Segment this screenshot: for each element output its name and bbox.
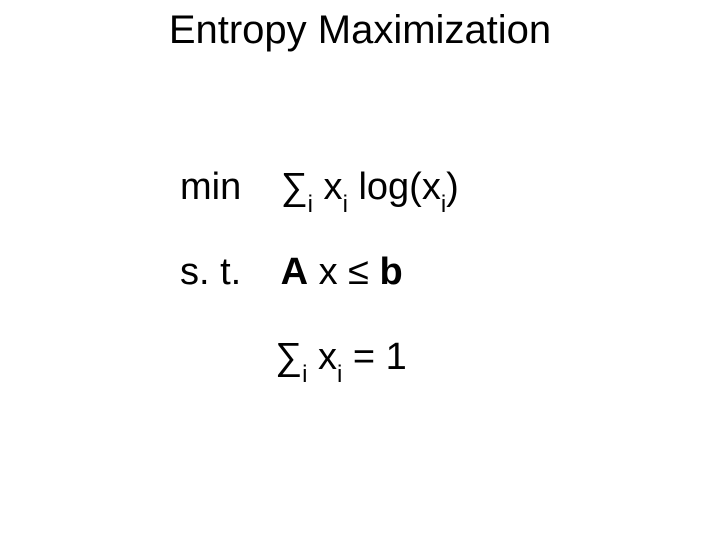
- min-label: min: [180, 165, 270, 211]
- sigma-symbol-2: ∑: [275, 336, 302, 378]
- sigma-subscript: i: [308, 191, 313, 218]
- close-paren: ): [446, 166, 459, 208]
- equals-one: = 1: [342, 336, 406, 378]
- constraint-line-1: s. t. A x ≤ b: [180, 250, 403, 296]
- log-open: log(x: [348, 166, 441, 208]
- x-subscript-2: i: [337, 361, 342, 388]
- slide-title: Entropy Maximization: [0, 8, 720, 53]
- objective-line: min ∑i xi log(xi): [180, 165, 459, 215]
- constraint-line-2: ∑i xi = 1: [275, 335, 407, 385]
- vector-x: x: [308, 251, 348, 293]
- sigma-symbol: ∑: [281, 166, 308, 208]
- st-label: s. t.: [180, 250, 270, 296]
- matrix-a: A: [281, 251, 308, 293]
- x-var: x: [313, 166, 343, 208]
- log-x-subscript: i: [441, 191, 446, 218]
- x-subscript: i: [343, 191, 348, 218]
- sigma-subscript-2: i: [302, 361, 307, 388]
- leq-symbol: ≤: [348, 251, 369, 293]
- x-var-2: x: [307, 336, 337, 378]
- vector-b: b: [369, 251, 403, 293]
